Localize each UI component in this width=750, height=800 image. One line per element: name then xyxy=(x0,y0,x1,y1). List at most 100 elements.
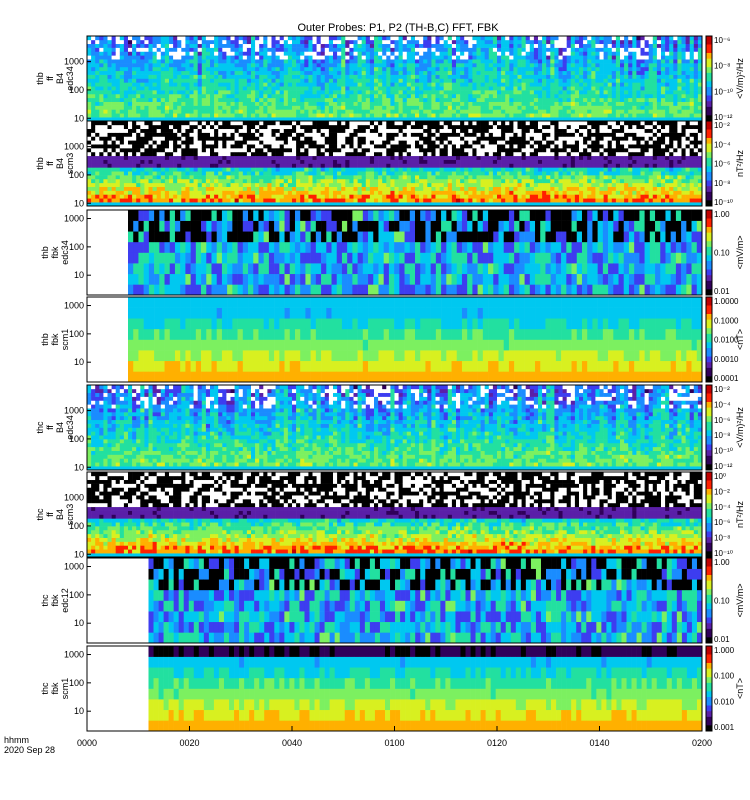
spectrogram-cell xyxy=(316,78,321,83)
spectrogram-cell xyxy=(472,66,477,72)
spectrogram-cell xyxy=(279,124,285,130)
spectrogram-cell xyxy=(123,175,129,180)
spectrogram-cell xyxy=(164,55,170,60)
spectrogram-cell xyxy=(292,70,297,75)
spectrogram-cell xyxy=(328,190,334,195)
spectrogram-cell xyxy=(447,105,453,110)
spectrogram-cell xyxy=(681,74,686,79)
spectrogram-cell xyxy=(140,167,145,172)
spectrogram-cell xyxy=(251,97,256,102)
spectrogram-cell xyxy=(538,36,543,41)
spectrogram-cell xyxy=(103,51,108,56)
spectrogram-cell xyxy=(242,74,248,79)
spectrogram-cell xyxy=(189,148,194,153)
spectrogram-cell xyxy=(263,55,268,60)
spectrogram-cell xyxy=(386,55,391,60)
spectrogram-cell xyxy=(316,36,321,41)
spectrogram-cell xyxy=(390,51,395,56)
spectrogram-cell xyxy=(169,70,174,75)
spectrogram-cell xyxy=(353,63,358,68)
spectrogram-cell xyxy=(599,63,604,68)
spectrogram-cell xyxy=(140,105,145,110)
spectrogram-cell xyxy=(238,82,244,87)
spectrogram-cell xyxy=(697,43,703,48)
spectrogram-cell xyxy=(603,51,608,56)
spectrogram-cell xyxy=(263,175,268,180)
spectrogram-cell xyxy=(296,190,301,195)
spectrogram-cell xyxy=(185,136,190,141)
spectrogram-cell xyxy=(95,66,100,72)
spectrogram-cell xyxy=(304,78,309,83)
spectrogram-cell xyxy=(246,117,252,122)
spectrogram-cell xyxy=(529,109,535,114)
spectrogram-cell xyxy=(181,190,186,195)
spectrogram-cell xyxy=(292,36,297,41)
spectrogram-cell xyxy=(599,113,604,118)
spectrogram-cell xyxy=(603,74,608,79)
spectrogram-cell xyxy=(111,105,116,110)
spectrogram-cell xyxy=(279,167,285,172)
spectrogram-cell xyxy=(218,202,223,207)
spectrogram-cell xyxy=(484,86,490,91)
spectrogram-cell xyxy=(632,47,637,52)
spectrogram-cell xyxy=(210,167,215,172)
spectrogram-cell xyxy=(324,74,330,79)
spectrogram-cell xyxy=(554,70,559,75)
spectrogram-cell xyxy=(140,171,145,176)
spectrogram-cell xyxy=(177,136,182,141)
spectrogram-cell xyxy=(689,109,695,114)
spectrogram-cell xyxy=(210,66,215,72)
spectrogram-cell xyxy=(123,182,129,187)
spectrogram-cell xyxy=(468,66,473,72)
spectrogram-cell xyxy=(132,202,137,207)
spectrogram-cell xyxy=(591,74,596,79)
spectrogram-cell xyxy=(501,78,506,83)
spectrogram-cell xyxy=(222,159,227,164)
spectrogram-cell xyxy=(583,47,588,52)
spectrogram-cell xyxy=(169,47,174,52)
spectrogram-cell xyxy=(132,175,137,180)
spectrogram-cell xyxy=(345,82,350,87)
spectrogram-cell xyxy=(337,144,342,149)
spectrogram-cell xyxy=(197,194,203,199)
spectrogram-cell xyxy=(566,101,572,106)
spectrogram-cell xyxy=(648,82,654,87)
spectrogram-cell xyxy=(132,59,137,64)
spectrogram-cell xyxy=(99,78,104,83)
spectrogram-cell xyxy=(570,117,576,122)
spectrogram-cell xyxy=(128,186,133,191)
spectrogram-cell xyxy=(251,190,256,195)
spectrogram-cell xyxy=(246,159,252,164)
spectrogram-cell xyxy=(406,86,412,91)
spectrogram-cell xyxy=(300,59,305,64)
spectrogram-cell xyxy=(374,132,379,137)
spectrogram-cell xyxy=(111,175,116,180)
spectrogram-cell xyxy=(333,136,338,141)
spectrogram-cell xyxy=(345,186,350,191)
spectrogram-cell xyxy=(255,167,260,172)
spectrogram-cell xyxy=(673,97,678,102)
spectrogram-cell xyxy=(148,97,153,102)
spectrogram-cell xyxy=(193,144,198,149)
spectrogram-cell xyxy=(328,47,334,52)
spectrogram-cell xyxy=(394,117,399,122)
spectrogram-cell xyxy=(292,117,297,122)
spectrogram-cell xyxy=(476,86,481,91)
spectrogram-cell xyxy=(697,63,703,68)
spectrogram-cell xyxy=(419,78,424,83)
spectrogram-cell xyxy=(349,90,354,95)
spectrogram-cell xyxy=(263,136,268,141)
spectrogram-cell xyxy=(152,113,157,118)
spectrogram-cell xyxy=(140,63,145,68)
spectrogram-cell xyxy=(95,144,100,149)
spectrogram-cell xyxy=(115,202,121,207)
spectrogram-cell xyxy=(312,175,317,180)
spectrogram-cell xyxy=(505,101,510,106)
spectrogram-cell xyxy=(148,202,153,207)
spectrogram-cell xyxy=(353,113,358,118)
spectrogram-cell xyxy=(374,47,379,52)
spectrogram-cell xyxy=(337,186,342,191)
spectrogram-cell xyxy=(382,198,387,203)
spectrogram-cell xyxy=(603,117,608,122)
spectrogram-cell xyxy=(173,163,178,168)
